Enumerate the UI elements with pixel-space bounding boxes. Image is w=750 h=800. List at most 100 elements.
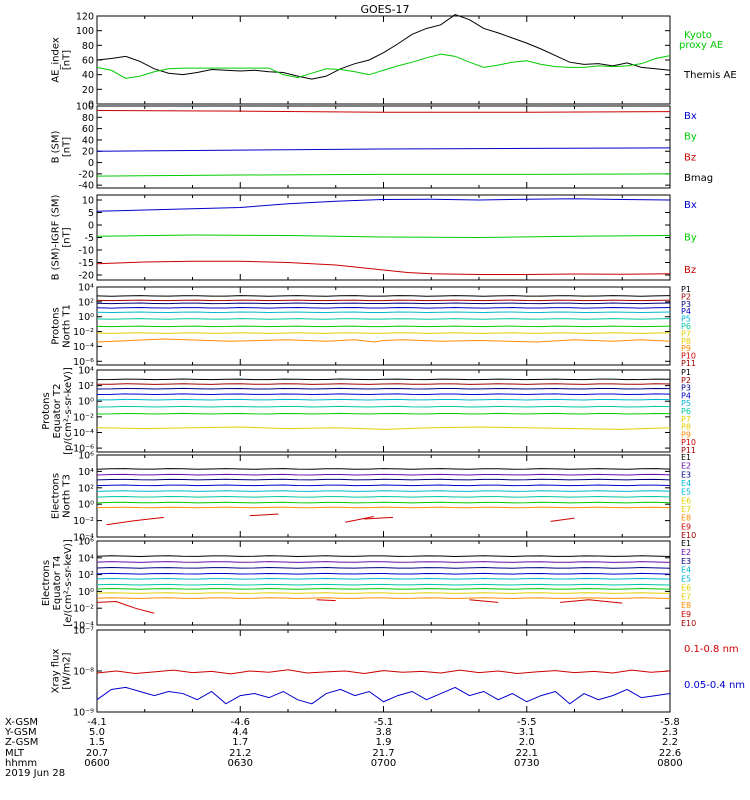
- series-e7: [96, 588, 671, 590]
- series-p2: [96, 383, 671, 385]
- y-tick-label: 100: [76, 26, 94, 37]
- x-axis-tick-value: -5.8: [660, 717, 680, 728]
- legend-label: P6: [681, 407, 691, 416]
- legend-label: E9: [681, 522, 691, 531]
- legend-label: P8: [681, 337, 691, 346]
- legend-label: P5: [681, 399, 691, 408]
- x-axis-tick-value: -5.5: [517, 717, 537, 728]
- y-tick-label: 10²: [78, 381, 94, 392]
- panel-3: 105 0-5 -10-15 -20 B (SM)-IGRF (SM) [nT] Bx By B…: [51, 194, 697, 282]
- series-e10-segment: [96, 600, 155, 614]
- x-axis-row-label: MLT: [5, 748, 25, 759]
- y-tick-label: 10⁻⁸: [73, 667, 94, 678]
- series-p7: [96, 325, 671, 328]
- y-tick-label: 10²: [78, 297, 94, 308]
- legend-label: 0.1-0.8 nm: [684, 644, 739, 655]
- x-axis-tick-value: 1.9: [376, 737, 392, 748]
- series-p4: [96, 307, 671, 309]
- y-axis-label: Protons: [51, 307, 62, 344]
- y-tick-label: 10⁰: [78, 312, 94, 323]
- series-e9: [96, 597, 671, 599]
- series-p6: [96, 318, 671, 320]
- series-by: [96, 234, 671, 239]
- legend-label: Bx: [684, 111, 697, 122]
- y-tick-label: 10⁰: [78, 587, 94, 598]
- y-tick-label: 120: [76, 12, 94, 23]
- series-e8: [96, 592, 671, 594]
- legend-label: E10: [681, 619, 696, 628]
- y-axis-label: Protons: [41, 392, 52, 429]
- series-bz: [96, 260, 671, 275]
- y-tick-label: 10⁴: [78, 283, 94, 294]
- y-tick-label: 10⁻⁴: [73, 533, 94, 544]
- legend-label: E4: [681, 566, 691, 575]
- legend-label: P11: [681, 446, 696, 455]
- y-tick-label: 10⁻⁶: [73, 444, 94, 455]
- legend-label: P4: [681, 391, 691, 400]
- y-tick-label: 5: [88, 208, 94, 219]
- y-axis-label: Xray flux: [51, 649, 62, 694]
- y-tick-label: 10⁴: [78, 467, 94, 478]
- legend-label: E3: [681, 557, 691, 566]
- legend-label: E6: [681, 583, 691, 592]
- series-e6: [96, 495, 671, 498]
- y-axis-label: [e/(cm²-s-sr-keV)]: [63, 539, 74, 627]
- series-e3: [96, 478, 671, 481]
- legend-label: E7: [681, 592, 691, 601]
- x-axis-tick-value: 1.7: [232, 737, 248, 748]
- x-axis-tick-value: 0600: [84, 758, 109, 769]
- x-axis-row-label: Y-GSM: [4, 727, 37, 738]
- legend-label: P1: [681, 285, 691, 294]
- series-0-05-0-4-nm: [96, 686, 671, 705]
- series-e10-segment: [316, 599, 336, 602]
- series-e5: [96, 490, 671, 492]
- y-tick-label: 10⁻⁷: [73, 626, 94, 637]
- y-tick-label: 60: [82, 56, 94, 67]
- legend-label: P7: [681, 329, 691, 338]
- x-axis-tick-value: 0700: [371, 758, 396, 769]
- legend-label: proxy AE: [679, 40, 723, 51]
- series-e9-segment: [364, 516, 394, 520]
- x-axis-tick-value: 2.3: [662, 727, 678, 738]
- legend-label: E2: [681, 548, 691, 557]
- y-tick-label: 10⁰: [78, 500, 94, 511]
- y-tick-label: 0: [88, 158, 94, 169]
- x-axis-tick-value: 22.6: [659, 748, 681, 759]
- series-e9-segment: [550, 517, 575, 522]
- x-axis-tick-value: -4.6: [230, 717, 250, 728]
- legend-label: P3: [681, 384, 691, 393]
- panel-frame: [96, 540, 671, 626]
- x-axis-tick-value: 1.5: [89, 737, 105, 748]
- legend-label: P7: [681, 415, 691, 424]
- series-p2: [96, 299, 671, 302]
- y-tick-label: 40: [82, 135, 94, 146]
- legend-label: P2: [681, 292, 691, 301]
- series-bz: [96, 110, 671, 113]
- legend-label: E9: [681, 610, 691, 619]
- y-axis-label: [W/m2]: [62, 652, 73, 689]
- legend-label: P6: [681, 322, 691, 331]
- series-e2: [96, 473, 671, 476]
- x-axis-tick-value: 3.1: [519, 727, 535, 738]
- x-axis-tick-value: 0730: [514, 758, 539, 769]
- x-axis-tick-value: 0800: [657, 758, 682, 769]
- y-tick-label: 10⁻⁴: [73, 428, 94, 439]
- y-tick-label: 80: [82, 113, 94, 124]
- y-tick-label: 10⁻⁶: [73, 357, 94, 368]
- y-axis-label: [nT]: [62, 227, 73, 247]
- y-tick-label: 60: [82, 124, 94, 135]
- series-by: [96, 173, 671, 177]
- series-e10-segment: [469, 599, 499, 603]
- series-bx: [96, 198, 671, 212]
- legend-label: P5: [681, 315, 691, 324]
- y-tick-label: 10⁴: [78, 553, 94, 564]
- series-e1: [96, 555, 671, 557]
- y-tick-label: 10⁻²: [73, 516, 94, 527]
- y-axis-label: Electrons: [41, 560, 52, 606]
- series-p5: [96, 398, 671, 401]
- legend-label: Themis AE: [683, 70, 737, 81]
- x-axis-tick-value: 2.2: [662, 737, 678, 748]
